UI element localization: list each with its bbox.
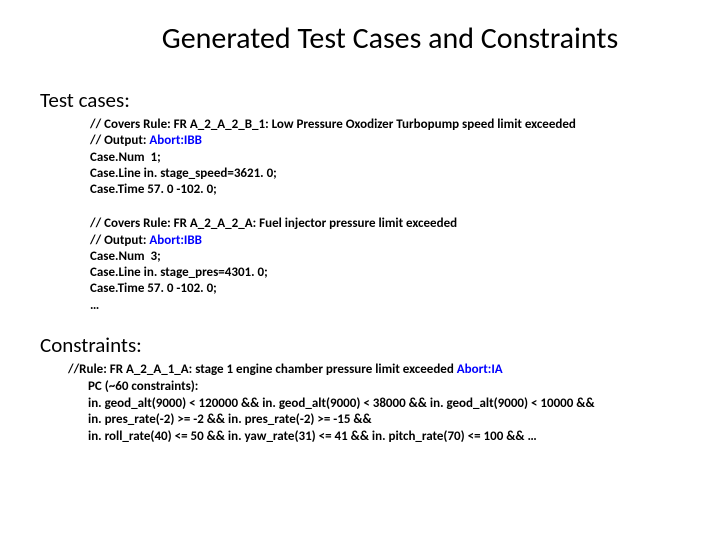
- cons-l4: in. pres_rate(-2) >= -2 && in. pres_rate…: [68, 412, 680, 429]
- tc2-time: Case.Time 57. 0 -102. 0;: [90, 281, 680, 297]
- cons-rule: //Rule: FR A_2_A_1_A: stage 1 engine cha…: [68, 362, 680, 379]
- test-case-1: // Covers Rule: FR A_2_A_2_B_1: Low Pres…: [90, 117, 680, 198]
- tc1-line: Case.Line in. stage_speed=3621. 0;: [90, 166, 680, 182]
- tc1-time: Case.Time 57. 0 -102. 0;: [90, 182, 680, 198]
- tc2-rule: // Covers Rule: FR A_2_A_2_A: Fuel injec…: [90, 216, 680, 232]
- cons-l3: in. geod_alt(9000) < 120000 && in. geod_…: [68, 396, 680, 413]
- tc2-line: Case.Line in. stage_pres=4301. 0;: [90, 265, 680, 281]
- tc2-abort-highlight: Abort:IBB: [149, 233, 202, 248]
- tc1-output: // Output: Abort:IBB: [90, 133, 680, 149]
- tc1-num: Case.Num 1;: [90, 150, 680, 166]
- tc2-ellipsis: …: [90, 298, 680, 314]
- constraints-block: //Rule: FR A_2_A_1_A: stage 1 engine cha…: [68, 362, 680, 446]
- section-test-cases: Test cases:: [40, 87, 680, 113]
- tc1-abort-highlight: Abort:IBB: [149, 133, 202, 148]
- tc1-rule: // Covers Rule: FR A_2_A_2_B_1: Low Pres…: [90, 117, 680, 133]
- cons-l5: in. roll_rate(40) <= 50 && in. yaw_rate(…: [68, 429, 680, 446]
- page-title: Generated Test Cases and Constraints: [40, 20, 680, 57]
- test-case-2: // Covers Rule: FR A_2_A_2_A: Fuel injec…: [90, 216, 680, 314]
- tc2-num: Case.Num 3;: [90, 249, 680, 265]
- section-constraints: Constraints:: [40, 332, 680, 358]
- slide-container: Generated Test Cases and Constraints Tes…: [0, 0, 720, 540]
- cons-pc: PC (~60 constraints):: [68, 379, 680, 396]
- tc2-output: // Output: Abort:IBB: [90, 233, 680, 249]
- cons-abort-highlight: Abort:IA: [457, 362, 503, 377]
